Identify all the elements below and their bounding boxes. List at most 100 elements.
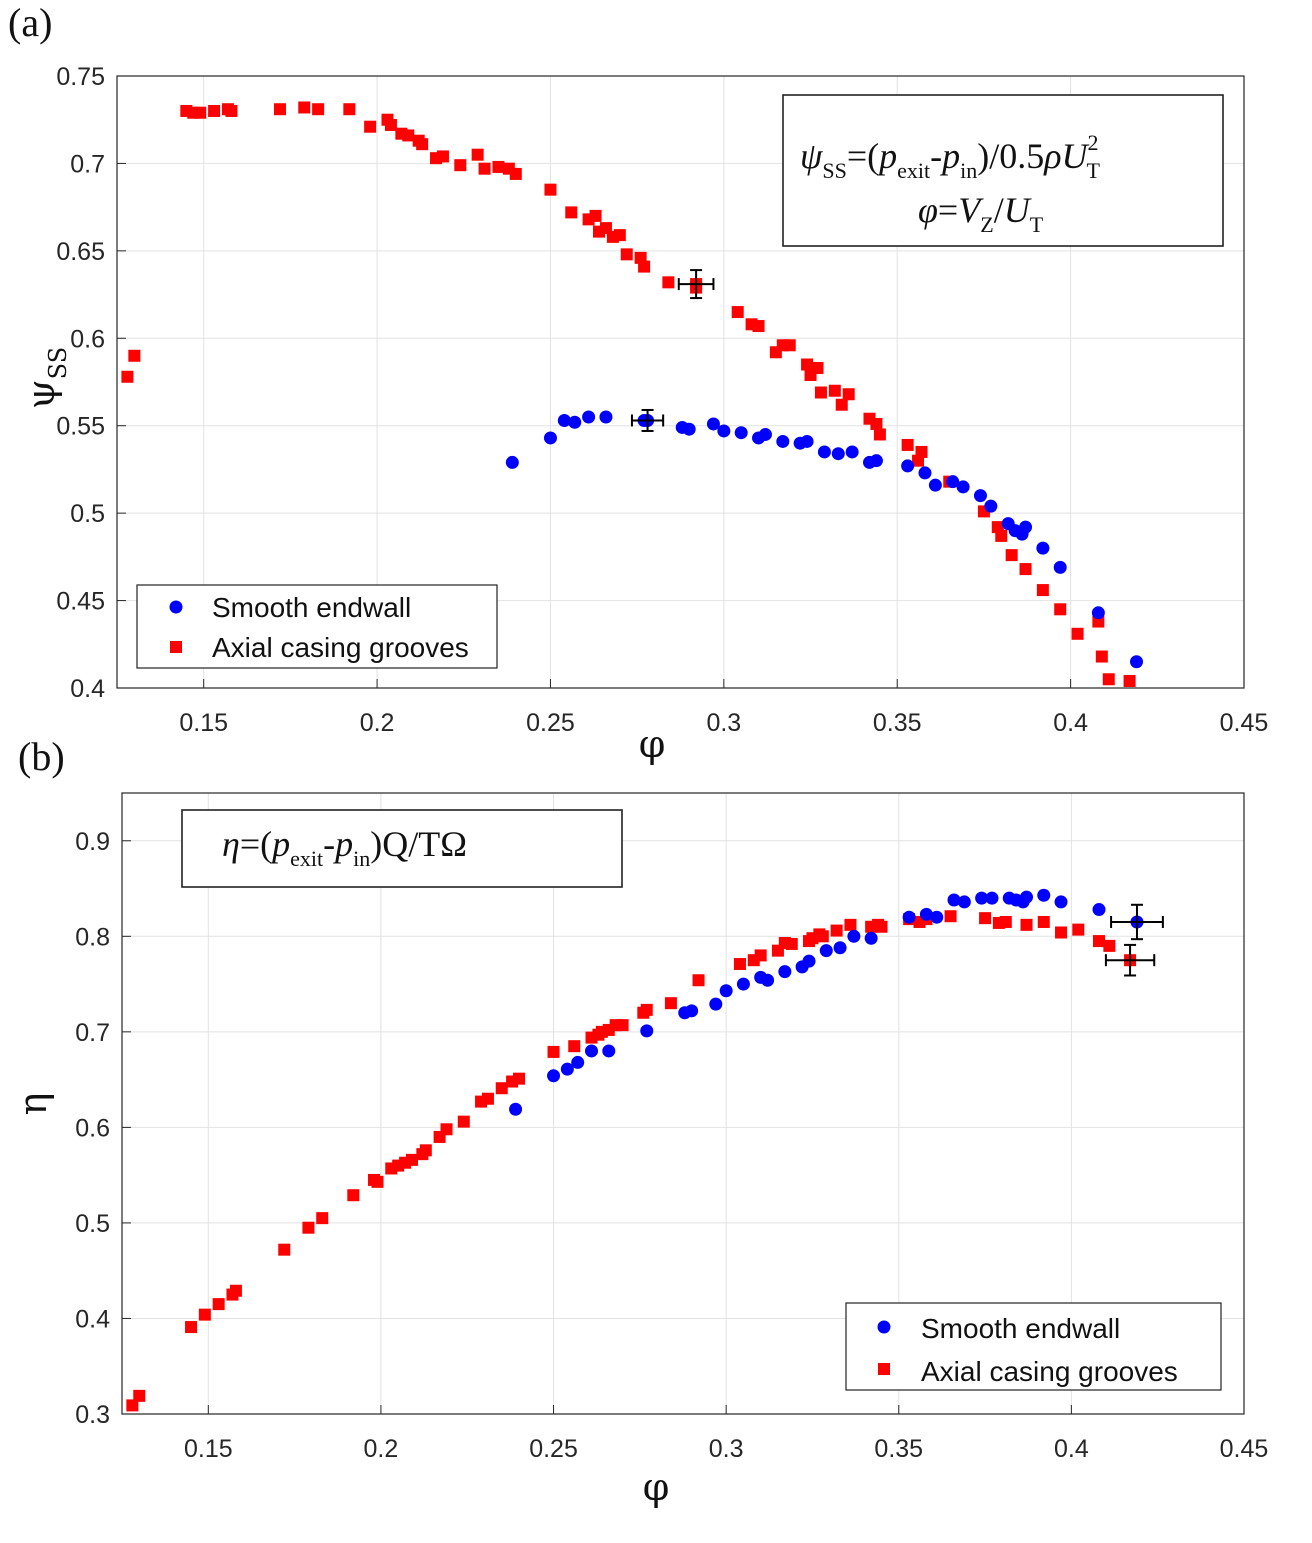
chart-b-xtick-label: 0.25	[529, 1435, 578, 1463]
chart-b-smooth-point	[833, 941, 847, 955]
panel-label-a: (a)	[8, 0, 52, 45]
chart-b-grooves-point	[664, 997, 677, 1010]
chart-a-smooth-point	[901, 459, 915, 473]
chart-a-smooth-point	[717, 424, 731, 438]
chart-a-grooves-point	[638, 260, 651, 273]
chart-a-xtick-label: 0.2	[360, 709, 395, 737]
chart-b-grooves-point	[198, 1308, 211, 1321]
chart-b-grooves-point	[481, 1092, 494, 1105]
chart-a-legend-smooth-marker	[169, 600, 183, 614]
chart-b-ticks: 0.15 0.2 0.25 0.3 0.35 0.4 0.45 0.3 0.4 0.5 0.6 0.7…	[75, 828, 1268, 1463]
chart-b-ytick-label: 0.9	[75, 828, 110, 856]
chart-b-smooth-errorbar	[1110, 903, 1164, 941]
chart-a-smooth-point	[845, 445, 859, 459]
chart-a-grooves-point	[208, 104, 221, 117]
chart-b-legend-grooves-label: Axial casing grooves	[921, 1356, 1178, 1387]
chart-b-grooves-point	[979, 912, 992, 925]
chart-b-ytick-label: 0.4	[75, 1305, 110, 1333]
chart-b-grooves-point	[1072, 923, 1085, 936]
chart-a-smooth-point	[956, 480, 970, 494]
chart-b-grooves-point	[944, 910, 957, 923]
chart-a-ytick-label: 0.65	[56, 238, 105, 266]
chart-a-xtick-label: 0.35	[873, 709, 922, 737]
chart-a-grooves-point	[1019, 563, 1032, 576]
chart-b-smooth-point	[571, 1055, 585, 1069]
chart-b-xtick-label: 0.4	[1054, 1435, 1089, 1463]
chart-b-xtick-label: 0.45	[1220, 1435, 1269, 1463]
chart-b-smooth-point	[957, 895, 971, 909]
chart-a-smooth-point	[1019, 520, 1033, 534]
chart-a-grooves-point	[194, 106, 207, 119]
chart-b-grooves-point	[347, 1189, 360, 1202]
chart-a-grooves-point	[1054, 603, 1067, 616]
chart-a-ytick-label: 0.7	[70, 150, 105, 178]
chart-b-smooth-point	[975, 891, 989, 905]
chart-a-grooves-point	[783, 339, 796, 352]
chart-b-smooth-point	[509, 1102, 523, 1116]
chart-b-grooves-point	[419, 1144, 432, 1157]
chart-a-grooves-point	[384, 118, 397, 131]
chart-b-grooves-point	[302, 1221, 315, 1234]
chart-b-legend-grooves-marker	[878, 1363, 890, 1375]
chart-a-frame	[116, 75, 1245, 689]
chart-a-xtick-label: 0.15	[179, 709, 228, 737]
chart-a-ytick-label: 0.4	[70, 675, 105, 703]
chart-a-grooves-point	[731, 306, 744, 319]
chart-a-smooth-errorbar	[630, 408, 665, 432]
chart-a-grooves-point	[471, 148, 484, 161]
chart-a-grooves-point	[835, 398, 848, 411]
chart-a-grooves-point	[416, 138, 429, 151]
chart-a-legend-grooves-marker	[170, 641, 182, 653]
chart-a-grooves-point	[312, 103, 325, 116]
chart-a-smooth-point	[928, 478, 942, 492]
chart-b-grooves-point	[785, 937, 798, 950]
chart-a-smooth-point	[599, 410, 613, 424]
chart-b-smooth-point	[1020, 890, 1034, 904]
chart-b-xtick-label: 0.15	[184, 1435, 233, 1463]
chart-a-smooth-point	[734, 426, 748, 440]
chart-b-smooth-point	[847, 929, 861, 943]
chart-a-grooves-point	[565, 206, 578, 219]
chart-a-xtick-label: 0.3	[706, 709, 741, 737]
chart-b-legend	[845, 1302, 1222, 1391]
chart-b-grooves-point	[547, 1045, 560, 1058]
chart-a-grooves-point	[620, 248, 633, 261]
chart-a-grooves-point	[915, 445, 928, 458]
chart-b: 0.15 0.2 0.25 0.3 0.35 0.4 0.45 0.3 0.4 0.5 0.6 0.7…	[11, 792, 1268, 1509]
chart-a-legend	[136, 584, 498, 669]
chart-a-smooth-point	[568, 415, 582, 429]
chart-b-grooves-point	[999, 915, 1012, 928]
chart-b-grooves-point	[1037, 915, 1050, 928]
chart-a-grooves-point	[128, 349, 141, 362]
chart-a-data	[121, 101, 1144, 688]
chart-b-grooves-point	[568, 1040, 581, 1053]
chart-a-grooves-point	[273, 103, 286, 116]
chart-a-grooves-point	[814, 386, 827, 399]
chart-b-ytick-label: 0.3	[75, 1401, 110, 1429]
chart-a-grooves-point	[995, 529, 1008, 542]
chart-b-grooves-point	[212, 1298, 225, 1311]
chart-a-ytick-label: 0.55	[56, 413, 105, 441]
chart-b-grooves-errorbar	[1104, 943, 1156, 977]
chart-b-smooth-point	[1037, 888, 1051, 902]
chart-a-smooth-point	[831, 447, 845, 461]
chart-b-grooves-point	[733, 958, 746, 971]
chart-b-smooth-point	[802, 954, 816, 968]
chart-b-grooves-point	[1020, 918, 1033, 931]
chart-b-smooth-point	[902, 910, 916, 924]
chart-b-legend-smooth-label: Smooth endwall	[921, 1313, 1120, 1344]
chart-b-grooves-point	[692, 974, 705, 987]
chart-a-grooves-point	[225, 104, 238, 117]
chart-b-smooth-point	[709, 997, 723, 1011]
chart-a-smooth-point	[1036, 541, 1050, 555]
chart-a-grooves-point	[478, 162, 491, 175]
chart-b-smooth-point	[736, 977, 750, 991]
chart-a-grooves-point	[436, 150, 449, 163]
chart-b-grooves-point	[229, 1284, 242, 1297]
chart-a-smooth-point	[869, 454, 883, 468]
chart-a-smooth-point	[800, 434, 814, 448]
chart-b-grooves-point	[495, 1082, 508, 1095]
chart-a-smooth-point	[557, 413, 571, 427]
chart-b-grooves-point	[602, 1023, 615, 1036]
chart-a-grooves-point	[298, 101, 311, 114]
